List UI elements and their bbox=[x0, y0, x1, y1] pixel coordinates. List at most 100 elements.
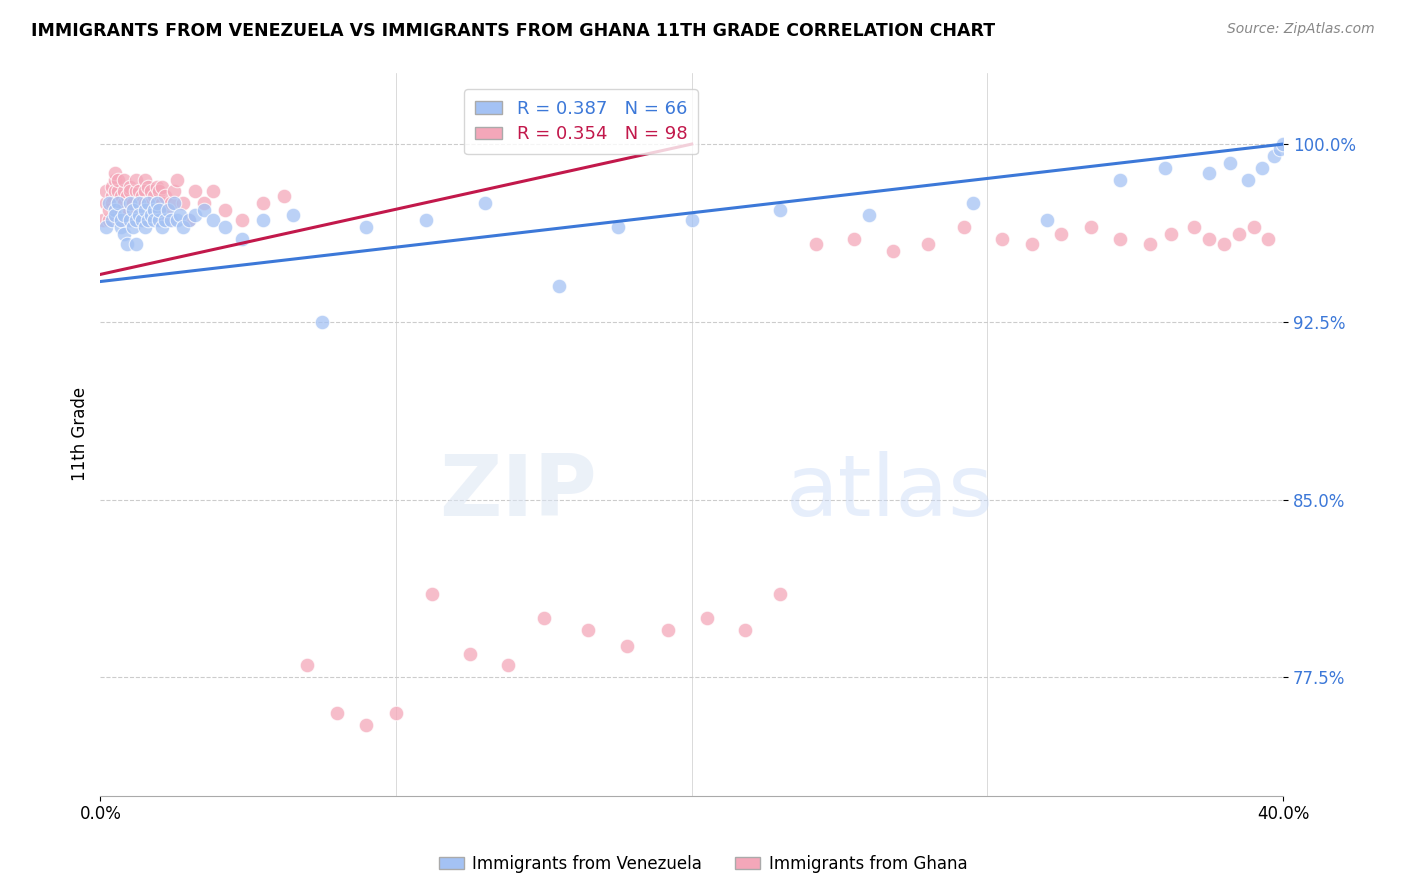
Point bbox=[231, 213, 253, 227]
Point bbox=[1109, 232, 1132, 246]
Text: Source: ZipAtlas.com: Source: ZipAtlas.com bbox=[1227, 22, 1375, 37]
Point bbox=[311, 315, 333, 329]
Y-axis label: 11th Grade: 11th Grade bbox=[72, 387, 89, 482]
Legend: R = 0.387   N = 66, R = 0.354   N = 98: R = 0.387 N = 66, R = 0.354 N = 98 bbox=[464, 89, 697, 154]
Point bbox=[769, 587, 792, 601]
Point bbox=[858, 208, 880, 222]
Point bbox=[112, 227, 135, 241]
Point bbox=[125, 213, 148, 227]
Point bbox=[139, 208, 162, 222]
Point bbox=[107, 196, 129, 211]
Point bbox=[1198, 232, 1220, 246]
Point bbox=[1153, 161, 1175, 175]
Point bbox=[134, 196, 156, 211]
Point bbox=[184, 185, 207, 199]
Point bbox=[201, 185, 224, 199]
Point bbox=[125, 236, 148, 251]
Point bbox=[163, 196, 186, 211]
Point bbox=[148, 213, 170, 227]
Point bbox=[134, 203, 156, 218]
Point bbox=[804, 236, 827, 251]
Point bbox=[104, 208, 127, 222]
Point bbox=[112, 208, 135, 222]
Point bbox=[104, 165, 127, 179]
Point bbox=[136, 179, 159, 194]
Point bbox=[128, 185, 150, 199]
Point bbox=[991, 232, 1014, 246]
Point bbox=[107, 172, 129, 186]
Point bbox=[1050, 227, 1073, 241]
Point bbox=[145, 196, 167, 211]
Point bbox=[136, 196, 159, 211]
Point bbox=[498, 658, 520, 673]
Point bbox=[118, 185, 141, 199]
Point bbox=[128, 208, 150, 222]
Point bbox=[160, 196, 183, 211]
Point bbox=[1021, 236, 1043, 251]
Point bbox=[142, 203, 165, 218]
Point bbox=[281, 208, 304, 222]
Point bbox=[118, 213, 141, 227]
Point bbox=[769, 203, 792, 218]
Point bbox=[657, 623, 679, 637]
Point bbox=[101, 213, 124, 227]
Point bbox=[155, 213, 177, 227]
Point bbox=[576, 623, 599, 637]
Point bbox=[547, 279, 569, 293]
Point bbox=[134, 185, 156, 199]
Point bbox=[172, 196, 194, 211]
Point bbox=[136, 213, 159, 227]
Point bbox=[139, 196, 162, 211]
Point bbox=[107, 185, 129, 199]
Point bbox=[101, 189, 124, 203]
Point bbox=[166, 172, 188, 186]
Point bbox=[145, 179, 167, 194]
Point bbox=[177, 213, 200, 227]
Point bbox=[1236, 172, 1258, 186]
Point bbox=[184, 208, 207, 222]
Point bbox=[917, 236, 939, 251]
Point bbox=[112, 185, 135, 199]
Point bbox=[98, 196, 121, 211]
Point bbox=[115, 213, 138, 227]
Point bbox=[131, 213, 153, 227]
Point bbox=[134, 220, 156, 235]
Point bbox=[214, 203, 236, 218]
Point bbox=[122, 213, 145, 227]
Point bbox=[155, 203, 177, 218]
Point bbox=[962, 196, 984, 211]
Point bbox=[193, 203, 215, 218]
Point bbox=[193, 196, 215, 211]
Point bbox=[98, 203, 121, 218]
Point bbox=[118, 179, 141, 194]
Point bbox=[107, 196, 129, 211]
Point bbox=[118, 196, 141, 211]
Point bbox=[148, 213, 170, 227]
Point bbox=[118, 196, 141, 211]
Point bbox=[169, 208, 191, 222]
Text: atlas: atlas bbox=[786, 450, 994, 533]
Point bbox=[1139, 236, 1161, 251]
Point bbox=[172, 220, 194, 235]
Point bbox=[145, 196, 167, 211]
Point bbox=[166, 213, 188, 227]
Point bbox=[273, 189, 295, 203]
Point bbox=[125, 172, 148, 186]
Point bbox=[131, 196, 153, 211]
Text: IMMIGRANTS FROM VENEZUELA VS IMMIGRANTS FROM GHANA 11TH GRADE CORRELATION CHART: IMMIGRANTS FROM VENEZUELA VS IMMIGRANTS … bbox=[31, 22, 995, 40]
Point bbox=[104, 185, 127, 199]
Point bbox=[110, 213, 132, 227]
Point bbox=[155, 189, 177, 203]
Point bbox=[125, 203, 148, 218]
Point bbox=[458, 647, 481, 661]
Point bbox=[356, 717, 378, 731]
Point bbox=[1219, 156, 1241, 170]
Point bbox=[91, 213, 114, 227]
Point bbox=[1160, 227, 1182, 241]
Point bbox=[734, 623, 756, 637]
Point bbox=[163, 185, 186, 199]
Point bbox=[122, 203, 145, 218]
Point bbox=[201, 213, 224, 227]
Point bbox=[157, 213, 180, 227]
Point bbox=[142, 203, 165, 218]
